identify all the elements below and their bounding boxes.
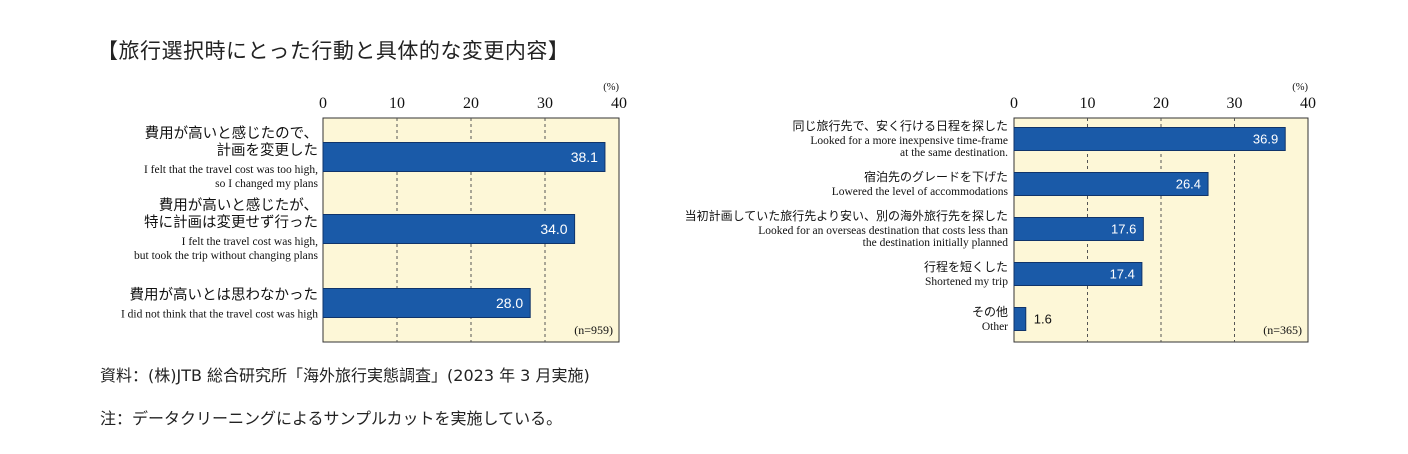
tick-label: 10 [389, 95, 405, 112]
tick-label: 30 [537, 95, 553, 112]
tick-label: 30 [1227, 95, 1243, 112]
bar-value-label: 17.4 [1110, 267, 1135, 282]
bar-value-label: 36.9 [1253, 132, 1278, 147]
sample-size-label: (n=365) [1263, 323, 1302, 337]
category-label-en: the destination initially planned [863, 237, 1009, 249]
bar-value-label: 17.6 [1111, 222, 1136, 237]
tick-label: 40 [1300, 95, 1316, 112]
bar-value-label: 28.0 [496, 295, 523, 311]
source-note: 資料：(株)JTB 総合研究所「海外旅行実態調査」(2023 年 3 月実施) [100, 366, 590, 385]
category-label-en: at the same destination. [900, 147, 1008, 159]
bar-value-label: 34.0 [540, 221, 567, 237]
category-label-ja: その他 [972, 305, 1008, 319]
tick-label: 10 [1080, 95, 1096, 112]
bar [1013, 127, 1286, 151]
category-label-ja: 宿泊先のグレードを下げた [864, 169, 1008, 184]
category-label-en: so I changed my plans [215, 178, 318, 190]
bar [322, 288, 531, 318]
bar [1013, 217, 1144, 241]
page-title: 【旅行選択時にとった行動と具体的な変更内容】 [97, 39, 570, 63]
bar-value-label: 38.1 [571, 149, 598, 165]
category-label-en: I felt that the travel cost was too high… [144, 164, 318, 176]
data-cleaning-note: 注：データクリーニングによるサンプルカットを実施している。 [100, 409, 563, 428]
category-label-en: but took the trip without changing plans [134, 250, 319, 262]
bar [322, 142, 606, 172]
category-label-en: Looked for an overseas destination that … [758, 225, 1008, 237]
category-label-ja: 費用が高いとは思わなかった [130, 287, 319, 304]
bar [322, 214, 576, 244]
bar-value-label: 1.6 [1034, 312, 1052, 327]
category-label-ja: 計画を変更した [217, 142, 319, 159]
category-label-ja: 費用が高いと感じたので、 [145, 125, 318, 142]
tick-label: 0 [319, 95, 327, 112]
bar-value-label: 26.4 [1176, 177, 1201, 192]
tick-label: 0 [1010, 95, 1018, 112]
tick-label: 40 [611, 95, 627, 112]
unit-label: (%) [1292, 82, 1308, 93]
category-label-ja: 費用が高いと感じたが、 [159, 197, 318, 214]
category-label-ja: 特に計画は変更せず行った [144, 214, 318, 231]
category-label-ja: 行程を短くした [924, 259, 1008, 274]
category-label-en: Looked for a more inexpensive time-frame [810, 135, 1008, 147]
bar [1013, 172, 1209, 196]
tick-label: 20 [1153, 95, 1169, 112]
unit-label: (%) [603, 82, 619, 93]
category-label-en: Shortened my trip [925, 276, 1008, 288]
bar [1013, 307, 1027, 331]
category-label-en: I did not think that the travel cost was… [121, 309, 318, 321]
sample-size-label: (n=959) [574, 323, 613, 337]
category-label-ja: 当初計画していた旅行先より安い、別の海外旅行先を探した [685, 208, 1008, 223]
category-label-ja: 同じ旅行先で、安く行ける日程を探した [792, 118, 1008, 133]
tick-label: 20 [463, 95, 479, 112]
category-label-en: Other [982, 321, 1008, 333]
bar [1013, 262, 1143, 286]
category-label-en: I felt the travel cost was high, [182, 236, 318, 248]
category-label-en: Lowered the level of accommodations [832, 186, 1009, 198]
